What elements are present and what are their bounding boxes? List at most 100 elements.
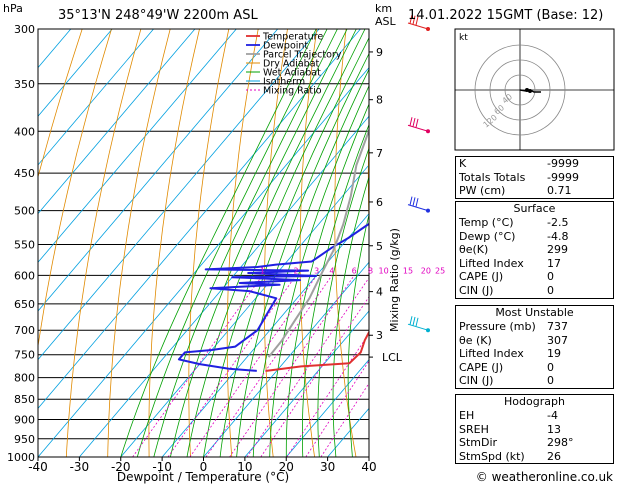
wind-barb-feather [415,16,419,26]
mu-cape-label: CAPE (J) [459,360,504,374]
mixing-ratio-line [260,296,369,457]
isotherm-line [120,164,369,457]
stmdir-value: 298° [547,436,574,450]
dry-adiabat [107,29,171,457]
legend-item: Mixing Ratio [263,86,322,97]
mu-pres-value: 737 [547,320,568,333]
wet-adiabat [252,68,369,457]
legend-item: Temperature [262,32,323,43]
stmspd-value: 26 [547,449,561,463]
wind-barb-feather [412,316,416,326]
isotherm-line [161,213,369,457]
wet-adiabat [332,175,369,457]
stmdir-label: StmDir [459,436,498,450]
isotherm-line [203,261,369,457]
legend-item: Dewpoint [263,41,308,52]
surface-title: Surface [513,202,556,215]
li-label: Lifted Index [459,256,524,270]
km-tick-label: 6 [376,196,383,209]
k-value: -9999 [547,157,579,170]
mixing-ratio-label: 6 [352,266,357,275]
wind-barb-feather [415,317,419,327]
mixing-ratio-label: 8 [368,266,373,275]
dry-adiabat [65,29,142,457]
temp-label: Temp (°C) [459,216,514,229]
km-tick-label: 8 [376,94,383,107]
pressure-tick-label: 750 [14,349,35,362]
isotherm-line [38,29,196,215]
dry-adiabat [299,29,318,457]
series-temperature [266,330,369,372]
mu-thetae-label: θe (K) [459,333,492,347]
pressure-tick-label: 850 [14,393,35,406]
km-tick-label: 4 [376,286,383,299]
mu-cin-value: 0 [547,374,554,388]
mixing-ratio-line [286,332,369,457]
hodograph-ring [504,74,536,106]
km-tick-label: 5 [376,240,383,253]
dewp-value: -4.8 [547,229,569,243]
isotherm-line [38,29,320,361]
wind-barb-feather [412,15,416,25]
wet-adiabat [120,29,317,457]
isotherm-line [38,29,237,263]
y-axis-label: Mixing Ratio (g/kg) [388,228,401,332]
dry-adiabat [38,29,112,349]
wind-barb-dot [426,328,430,333]
legend-item: Wet Adiabat [263,68,321,79]
wind-barb-feather [415,198,419,207]
surface-table: Surface Temp (°C) -2.5 Dewp (°C) -4.8 θe(K… [455,201,614,299]
datetime-label: 14.01.2022 15GMT (Base: 12) [408,8,603,23]
mixing-ratio-label: 20 [421,266,431,275]
pressure-tick-label: 950 [14,433,35,446]
mixing-ratio-line [132,275,263,457]
legend-item: Isotherm [263,77,305,88]
wind-barb [407,323,429,331]
x-tick-label: 10 [237,460,252,474]
legend-item: Dry Adiabat [263,59,320,70]
eh-label: EH [459,409,475,422]
mixing-ratio-line [229,275,355,457]
mixing-ratio-line [246,277,369,457]
wet-adiabat [186,29,357,457]
tt-value: -9999 [547,170,579,184]
x-tick-label: -20 [111,460,131,474]
wind-barb [407,204,429,212]
wet-adiabat [136,29,328,457]
pressure-tick-label: 600 [14,269,35,282]
mu-cin-label: CIN (J) [459,374,494,388]
footer-credit: © weatheronline.co.uk [476,470,613,484]
dewp-label: Dewp (°C) [459,229,516,243]
mixing-ratio-label: 25 [435,266,445,275]
mu-cape-value: 0 [547,360,554,374]
isotherm-line [38,66,369,457]
mixing-ratio-line [305,360,369,457]
dry-adiabat [401,29,439,457]
pressure-tick-label: 300 [14,23,35,36]
sreh-label: SREH [459,422,489,436]
wet-adiabat [236,52,369,457]
mixing-ratio-line [320,382,369,457]
km-label: km [375,2,392,15]
thetae-label: θe(K) [459,243,489,257]
location-title: 35°13'N 248°49'W 2200m ASL [58,8,258,23]
wet-adiabat [219,36,369,457]
wind-barb-dot [426,27,430,31]
x-tick-label: -40 [28,460,48,474]
wet-adiabat [317,147,369,457]
hodograph-title: Hodograph [504,395,565,408]
wind-barb-feather [409,196,413,206]
pw-label: PW (cm) [459,184,506,198]
km-tick-label: 9 [376,46,383,59]
x-axis-label: Dewpoint / Temperature (°C) [117,470,289,484]
asl-label: ASL [375,15,397,28]
wind-barb-feather [415,118,419,128]
mixing-ratio-line [167,275,297,457]
hodograph-point [528,89,532,93]
dry-adiabat [148,29,200,457]
tt-label: Totals Totals [459,170,526,184]
series-parcel-trajectory [267,127,369,358]
isotherm-line [38,29,361,409]
li-value: 17 [547,256,561,270]
